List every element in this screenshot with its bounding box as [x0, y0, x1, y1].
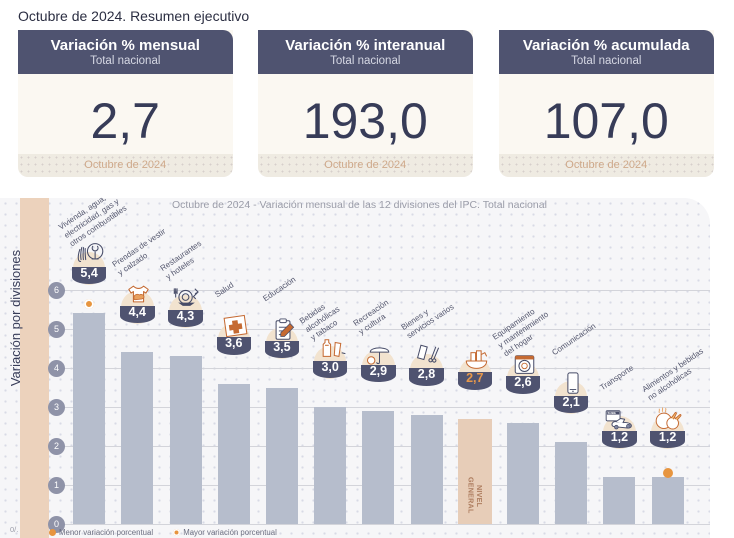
svg-text:SUBE: SUBE	[608, 411, 616, 415]
